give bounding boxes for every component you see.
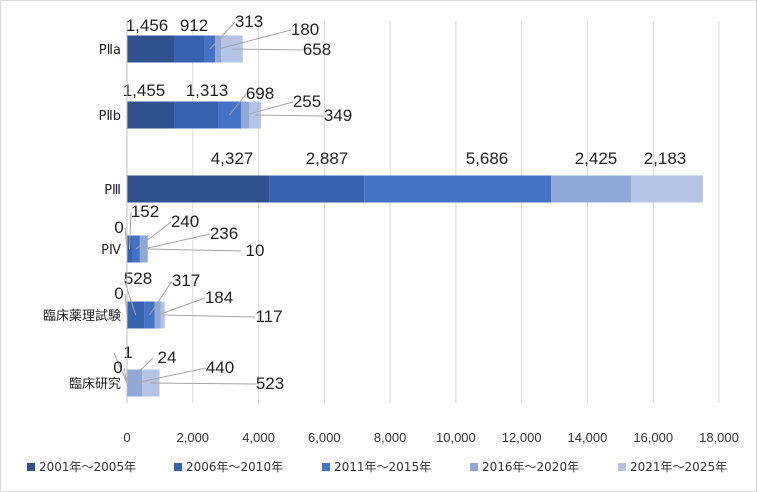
x-tick-label: 2,000 [177, 430, 210, 445]
data-label: 912 [180, 16, 208, 35]
data-label: 184 [205, 288, 233, 307]
leader-line [245, 101, 294, 116]
data-label: 1,313 [186, 81, 229, 100]
data-label: 152 [131, 202, 159, 221]
data-label: 0 [114, 284, 123, 303]
leader-line [218, 29, 292, 50]
data-label: 523 [256, 374, 284, 393]
leader-line [229, 93, 247, 116]
legend-label: 2006年～2010年 [186, 460, 283, 474]
gridlines [126, 21, 720, 403]
data-label: 528 [124, 269, 152, 288]
bar-segment [127, 369, 143, 397]
bar-segment [551, 175, 632, 203]
legend-label: 2016年～2020年 [482, 460, 579, 474]
legend-label: 2001年～2005年 [39, 460, 136, 474]
bar-segment [127, 101, 175, 129]
data-label: 317 [172, 271, 200, 290]
bar-segment [127, 35, 175, 63]
leader-line [127, 357, 154, 384]
leader-line [149, 280, 173, 316]
data-label: 440 [206, 358, 234, 377]
leader-line [135, 221, 172, 250]
data-label: 1,456 [126, 16, 169, 35]
leader-line [162, 314, 256, 318]
leader-line [157, 297, 206, 316]
axes: 0 2,000 4,000 6,000 8,000 10,000 12,000 14,000 1… [43, 21, 739, 445]
data-label: 0 [113, 358, 122, 377]
bar-segment [215, 35, 222, 63]
data-label: 349 [324, 106, 352, 125]
legend-swatch [27, 463, 35, 471]
bar-segment [127, 175, 270, 203]
y-tick-label: 臨床研究 [69, 377, 121, 392]
data-label: 2,887 [306, 149, 349, 168]
leader-line [209, 21, 236, 50]
leader-lines [113, 21, 325, 385]
legend-swatch [470, 463, 478, 471]
x-tick-label: 14,000 [568, 430, 608, 445]
legend-label: 2011年～2015年 [334, 460, 431, 474]
y-tick-label: PⅣ [101, 243, 121, 258]
data-label: 2,425 [575, 149, 618, 168]
y-tick-label: PⅡa [99, 43, 121, 58]
legend-swatch [174, 463, 182, 471]
data-label: 180 [291, 20, 319, 39]
data-label: 5,686 [466, 149, 509, 168]
data-label: 0 [114, 218, 123, 237]
bar-segment [269, 175, 365, 203]
data-label: 1,455 [123, 81, 166, 100]
data-label: 313 [235, 12, 263, 31]
data-label: 236 [210, 224, 238, 243]
y-tick-label: PⅢ [104, 183, 121, 198]
leader-line [255, 114, 325, 117]
leader-line [123, 278, 137, 316]
bar-segment [174, 101, 219, 129]
data-label: 2,183 [644, 149, 687, 168]
legend: 2001年～2005年 2006年～2010年 2011年～2015年 2016年～2… [27, 460, 727, 474]
data-label: 24 [158, 348, 177, 367]
legend-label: 2021年～2025年 [630, 460, 727, 474]
data-label: 1 [123, 343, 132, 362]
x-tick-label: 12,000 [502, 430, 542, 445]
bar-segment [174, 35, 205, 63]
data-label: 10 [246, 241, 265, 260]
leader-line [143, 233, 211, 250]
x-tick-label: 0 [123, 430, 130, 445]
data-label: 117 [255, 307, 282, 326]
x-tick-label: 8,000 [374, 430, 407, 445]
leader-line [128, 211, 132, 250]
data-label: 698 [246, 84, 274, 103]
y-tick-label: PⅡb [99, 109, 122, 124]
bar-segment [631, 175, 703, 203]
x-tick-label: 16,000 [633, 430, 673, 445]
legend-swatch [618, 463, 626, 471]
data-label: 255 [293, 92, 321, 111]
y-tick-label: 臨床薬理試験 [43, 308, 121, 324]
leader-line [231, 48, 304, 51]
leader-line [150, 382, 257, 385]
x-tick-label: 6,000 [308, 430, 341, 445]
x-tick-label: 18,000 [699, 430, 739, 445]
data-label: 4,327 [211, 149, 254, 168]
leader-line [113, 352, 128, 384]
x-tick-label: 4,000 [242, 430, 275, 445]
legend-swatch [322, 463, 330, 471]
leader-line [147, 248, 242, 252]
bar-segment [364, 175, 552, 203]
leader-line [134, 367, 207, 384]
x-tick-label: 10,000 [436, 430, 476, 445]
data-label: 240 [171, 212, 199, 231]
data-label: 658 [303, 40, 331, 59]
